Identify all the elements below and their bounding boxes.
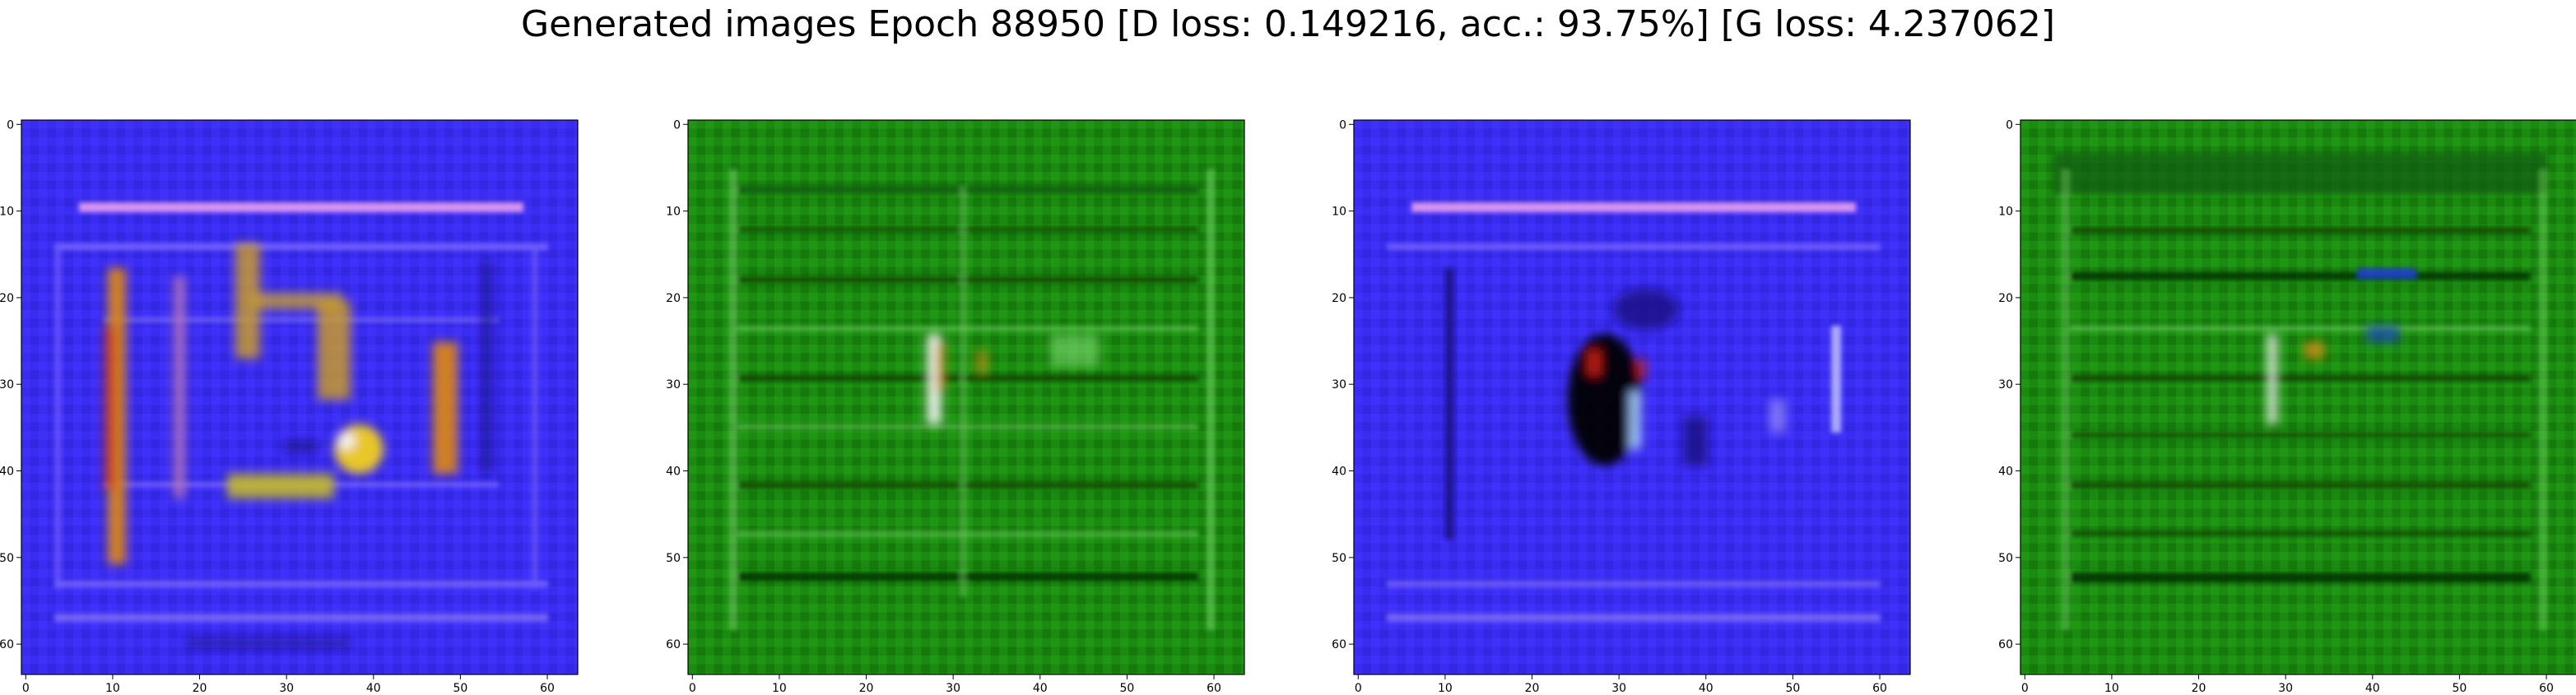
panel-4-image <box>2020 120 2576 674</box>
x-tick-label: 30 <box>279 682 294 695</box>
panel-2-structures <box>729 169 1215 630</box>
y-tick-label: 10 <box>666 206 681 219</box>
y-tick-label: 40 <box>1998 466 2013 479</box>
x-tick-label: 60 <box>1872 682 1887 695</box>
x-tick-label: 40 <box>1699 682 1713 695</box>
panel-3-features <box>1568 289 1786 466</box>
y-tick-label: 20 <box>0 292 14 305</box>
x-tick-label: 60 <box>2539 682 2554 695</box>
x-tick-label: 0 <box>689 682 696 695</box>
x-tick-label: 10 <box>105 682 120 695</box>
panel-2 <box>688 120 1244 674</box>
x-tick-label: 60 <box>1207 682 1221 695</box>
y-tick-label: 50 <box>1332 552 1346 565</box>
panel-4-features <box>2267 326 2399 424</box>
x-tick-label: 50 <box>2452 682 2467 695</box>
y-tick-label: 50 <box>0 552 14 565</box>
panel-3-frame <box>1353 119 1911 675</box>
y-tick-label: 40 <box>666 466 681 479</box>
figure-title: Generated images Epoch 88950 [D loss: 0.… <box>520 3 2056 45</box>
y-tick-label: 30 <box>1332 378 1346 392</box>
x-tick-label: 30 <box>946 682 960 695</box>
y-tick-label: 10 <box>0 206 14 219</box>
y-tick-label: 60 <box>1998 638 2013 651</box>
panel-1-features <box>104 243 492 648</box>
x-tick-label: 10 <box>772 682 787 695</box>
y-tick-label: 60 <box>666 638 681 651</box>
panel-2-axes: 0 10 20 30 40 50 60 0 10 20 30 40 50 60 <box>666 118 1245 695</box>
x-tick-label: 20 <box>193 682 207 695</box>
x-tick-label: 30 <box>1611 682 1626 695</box>
x-tick-label: 40 <box>1033 682 1048 695</box>
x-tick-label: 50 <box>1785 682 1800 695</box>
panel-3-axes: 0 10 20 30 40 50 60 0 10 20 30 40 50 60 <box>1332 118 1911 695</box>
y-tick-label: 0 <box>7 118 14 132</box>
x-tick-label: 0 <box>1355 682 1362 695</box>
y-tick-label: 30 <box>666 378 681 392</box>
x-tick-label: 10 <box>2104 682 2119 695</box>
y-tick-label: 10 <box>1998 206 2013 219</box>
y-tick-label: 20 <box>1998 292 2013 305</box>
y-tick-label: 50 <box>666 552 681 565</box>
y-tick-label: 10 <box>1332 206 1346 219</box>
y-tick-label: 50 <box>1998 552 2013 565</box>
panel-1 <box>21 120 578 674</box>
panel-3 <box>1354 120 1910 674</box>
x-tick-label: 60 <box>540 682 555 695</box>
x-tick-label: 30 <box>2278 682 2293 695</box>
y-tick-label: 40 <box>1332 466 1346 479</box>
x-tick-label: 50 <box>1119 682 1134 695</box>
x-tick-label: 20 <box>1525 682 1540 695</box>
x-tick-label: 0 <box>2021 682 2029 695</box>
panel-4-structures <box>2053 153 2547 630</box>
panel-3-structures <box>1387 202 1881 622</box>
x-tick-label: 50 <box>453 682 467 695</box>
x-tick-label: 20 <box>859 682 874 695</box>
panel-4-axes: 0 10 20 30 40 50 60 0 10 20 30 40 50 60 <box>1998 118 2576 695</box>
x-tick-label: 40 <box>366 682 381 695</box>
panel-4 <box>2020 120 2576 674</box>
y-tick-label: 30 <box>1998 378 2013 392</box>
panel-2-features <box>927 334 1100 424</box>
panel-1-axes: 0 10 20 30 40 50 60 0 10 20 30 40 50 60 <box>0 118 579 695</box>
y-tick-label: 0 <box>673 118 681 132</box>
panel-4-frame <box>2020 119 2576 675</box>
panel-2-frame <box>687 119 1245 675</box>
x-tick-label: 10 <box>1438 682 1453 695</box>
x-tick-label: 0 <box>22 682 30 695</box>
panel-1-frame <box>21 119 579 675</box>
x-tick-label: 40 <box>2365 682 2380 695</box>
y-tick-label: 60 <box>1332 638 1346 651</box>
y-tick-label: 30 <box>0 378 14 392</box>
y-tick-label: 20 <box>666 292 681 305</box>
y-tick-label: 0 <box>1339 118 1346 132</box>
y-tick-label: 60 <box>0 638 14 651</box>
y-tick-label: 20 <box>1332 292 1346 305</box>
x-tick-label: 20 <box>2192 682 2206 695</box>
y-tick-label: 0 <box>2006 118 2013 132</box>
y-tick-label: 40 <box>0 466 14 479</box>
